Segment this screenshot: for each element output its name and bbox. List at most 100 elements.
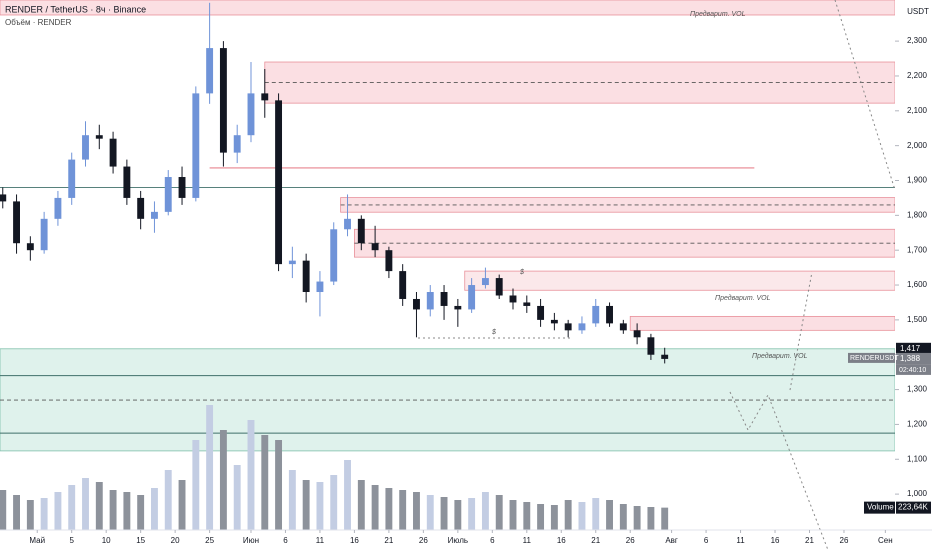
candle-body [495, 278, 503, 296]
annotation: $ [491, 329, 496, 336]
x-tick-label: 6 [283, 536, 288, 545]
x-tick-label: 16 [557, 536, 566, 545]
y-tick-label: 2,200 [907, 71, 928, 80]
x-tick-label: 16 [771, 536, 780, 545]
candle-body [661, 354, 669, 359]
candle-body [123, 166, 131, 198]
y-tick-label: 1,600 [907, 280, 928, 289]
candle-body [619, 323, 627, 331]
price-tag-label: 1,388 [900, 354, 921, 363]
candle-body [592, 305, 600, 324]
candle-body [357, 218, 365, 244]
x-tick-label: 21 [591, 536, 600, 545]
y-tick-label: 1,800 [907, 210, 928, 219]
volume-bar [330, 475, 338, 530]
candle-body [206, 48, 214, 94]
y-tick-label: 2,300 [907, 36, 928, 45]
y-tick-label: 1,100 [907, 454, 928, 463]
volume-bar [288, 470, 296, 530]
candle-body [481, 278, 489, 286]
x-tick-label: 26 [840, 536, 849, 545]
candle-body [137, 197, 145, 219]
candle-body [192, 93, 200, 198]
candle-body [537, 305, 545, 320]
volume-bar [454, 500, 462, 530]
volume-bar [495, 495, 503, 530]
countdown-tag [896, 364, 931, 375]
volume-bar [40, 498, 48, 530]
volume-bar [592, 498, 600, 530]
volume-bar [192, 440, 200, 530]
annotation: Предварит. VOL [715, 294, 771, 302]
volume-name: Volume [867, 503, 894, 512]
volume-bar [261, 435, 269, 530]
candle-body [247, 93, 255, 136]
y-tick-label: 1,700 [907, 245, 928, 254]
x-tick-label: 15 [136, 536, 145, 545]
volume-bar [661, 507, 669, 530]
volume-bar [54, 492, 62, 530]
candle-body [399, 271, 407, 299]
candle-body [95, 135, 103, 139]
volume-bar [219, 430, 227, 530]
symbol-tag [848, 352, 895, 363]
volume-bar [440, 497, 448, 530]
volume-bar [633, 506, 641, 530]
volume-bar [95, 482, 103, 530]
price-axis [895, 0, 932, 550]
currency-label: USDT [907, 7, 929, 16]
volume-bar [550, 505, 558, 530]
candle-body [371, 243, 379, 251]
y-tick-label: 1,300 [907, 385, 928, 394]
price-tag-label: 1,417 [900, 344, 921, 353]
x-tick-label: Май [29, 536, 45, 545]
volume-bar [647, 507, 655, 530]
candle-body [344, 218, 351, 230]
x-tick-label: Авг [665, 536, 678, 545]
x-tick-label: 26 [419, 536, 428, 545]
chart-subtitle: Объём · RENDER [5, 18, 72, 27]
annotation: Предварит. VOL [752, 352, 808, 360]
candle-body [275, 100, 283, 265]
volume-bar [316, 482, 324, 530]
volume-bar [68, 485, 76, 530]
candle-body [426, 292, 434, 310]
candle-body [509, 295, 517, 303]
x-tick-label: 5 [69, 536, 74, 545]
volume-bar [357, 480, 365, 530]
candle-body [54, 197, 62, 219]
annotation: Предварит. VOL [690, 10, 746, 18]
x-tick-label: 21 [384, 536, 393, 545]
volume-bar [206, 405, 214, 530]
y-tick-label: 1,000 [907, 489, 928, 498]
x-tick-label: 11 [316, 536, 325, 545]
zone [354, 228, 896, 258]
volume-bar [413, 492, 420, 530]
volume-bar [13, 495, 20, 530]
volume-bar [344, 460, 351, 530]
candle-body [454, 305, 462, 310]
x-tick-label: 11 [736, 536, 745, 545]
x-tick-label: Сен [878, 536, 893, 545]
candle-body [633, 330, 641, 338]
candle-body [13, 201, 20, 244]
candle-body [523, 302, 531, 306]
axes: 1,0001,1001,2001,3001,4001,5001,6001,700… [29, 36, 931, 545]
volume-bar [0, 490, 7, 530]
x-tick-label: 25 [205, 536, 214, 545]
volume-value-tag [896, 501, 931, 514]
candle-body [82, 135, 89, 160]
volume-name-tag [864, 501, 895, 514]
projection-line [789, 271, 813, 391]
x-tick-label: 20 [171, 536, 180, 545]
candle-body [647, 337, 655, 355]
x-tick-label: 11 [523, 536, 532, 545]
candle-body [413, 298, 420, 310]
symbol-tag-label: RENDERUSDT [850, 355, 899, 362]
price-tag [896, 352, 931, 365]
candle-body [606, 305, 613, 324]
countdown-label: 02:40:10 [899, 367, 926, 374]
x-tick-label: Июн [243, 536, 259, 545]
chart-title: RENDER / TetherUS · 8ч · Binance [5, 4, 146, 14]
